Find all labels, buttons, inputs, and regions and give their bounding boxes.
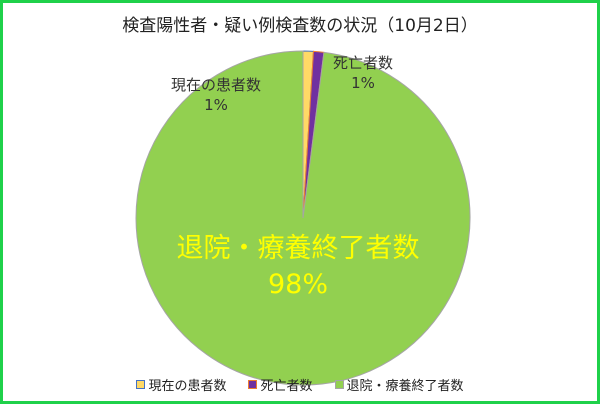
legend-swatch — [334, 380, 344, 389]
data-label-deaths: 死亡者数 1% — [333, 53, 393, 93]
data-label-value: 98% — [267, 269, 328, 300]
slice-recovered — [135, 50, 471, 386]
legend-label: 退院・療養終了者数 — [346, 379, 464, 394]
chart-title: 検査陽性者・疑い例検査数の状況（10月2日） — [122, 16, 478, 36]
legend-swatch — [248, 380, 258, 389]
data-label-category: 退院・療養終了者数 — [176, 233, 420, 264]
legend-swatch — [136, 380, 146, 389]
data-label-value: 1% — [204, 96, 228, 114]
data-label-category: 現在の患者数 — [171, 76, 262, 94]
legend: 現在の患者数 死亡者数 退院・療養終了者数 — [3, 375, 597, 394]
legend-label: 死亡者数 — [260, 379, 313, 394]
data-label-value: 1% — [351, 74, 375, 92]
data-label-current-patients: 現在の患者数 1% — [171, 75, 261, 115]
legend-item-deaths: 死亡者数 — [248, 375, 313, 394]
legend-item-recovered: 退院・療養終了者数 — [334, 375, 464, 394]
legend-item-current-patients: 現在の患者数 — [136, 375, 226, 394]
data-label-recovered: 退院・療養終了者数 98% — [163, 231, 433, 303]
data-label-category: 死亡者数 — [333, 54, 394, 72]
pie-chart — [135, 50, 471, 386]
legend-label: 現在の患者数 — [148, 379, 227, 394]
